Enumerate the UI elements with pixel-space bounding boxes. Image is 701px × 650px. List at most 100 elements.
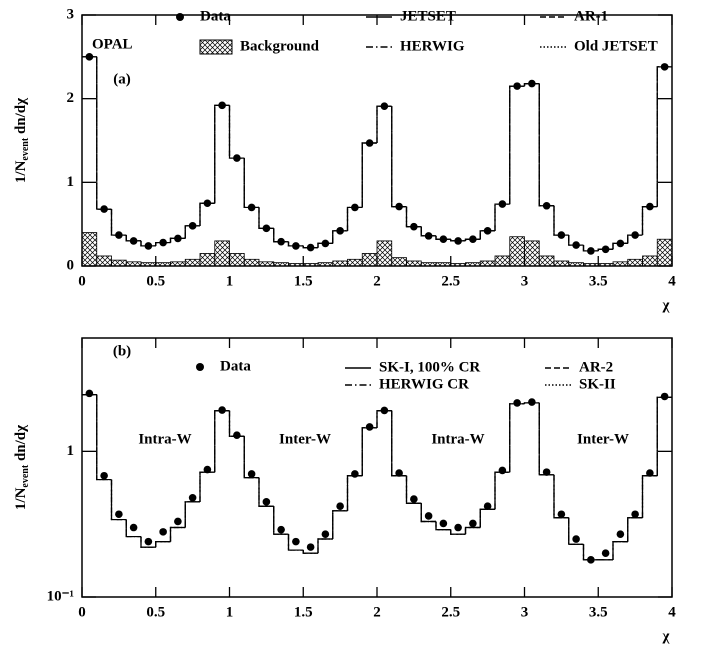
data-point — [601, 245, 610, 254]
mc-histogram-step — [361, 427, 377, 476]
background-bar — [494, 255, 511, 266]
legend-label: Background — [240, 38, 320, 54]
mc-histogram-step — [509, 403, 525, 473]
mc-histogram-step — [509, 85, 525, 205]
mc-histogram-step — [361, 142, 377, 208]
data-point — [262, 224, 271, 233]
plot-area — [82, 56, 672, 266]
data-point — [144, 242, 153, 250]
mc-histogram-step — [96, 394, 112, 481]
data-point — [321, 530, 330, 538]
mc-histogram-step — [582, 544, 599, 561]
background-bar — [199, 253, 216, 266]
mc-histogram-step — [169, 526, 186, 542]
data-point — [439, 519, 448, 528]
y-axis-label: 1/Nevent dn/dχ — [13, 424, 31, 510]
mc-histogram-step — [155, 541, 171, 548]
data-point — [100, 471, 108, 480]
data-point — [498, 466, 507, 475]
mc-histogram-step — [494, 471, 510, 510]
x-tick-label: 3 — [521, 273, 529, 289]
background-bar — [553, 260, 570, 266]
mc-histogram-step — [214, 410, 230, 473]
mc-histogram-step — [494, 471, 510, 510]
data-point — [247, 203, 256, 212]
mc-histogram-step — [96, 56, 112, 210]
x-tick-label: 0.5 — [146, 604, 165, 620]
mc-histogram-step — [317, 538, 333, 554]
mc-histogram-step — [346, 475, 363, 511]
mc-histogram-step — [391, 106, 407, 208]
data-point — [601, 549, 610, 557]
y-label-part: dn/dχ — [13, 424, 29, 465]
data-point — [424, 232, 433, 240]
mc-histogram-step — [641, 205, 658, 236]
legend-marker — [176, 13, 184, 21]
mc-histogram-step — [479, 508, 495, 528]
background-bar — [111, 259, 127, 266]
data-point — [277, 237, 285, 246]
mc-histogram-step — [612, 242, 628, 250]
mc-histogram-step — [184, 501, 200, 528]
data-point — [129, 523, 138, 532]
data-point — [85, 389, 94, 398]
legend-label: JETSET — [400, 8, 456, 24]
mc-histogram-step — [214, 410, 230, 473]
data-point — [380, 102, 389, 110]
x-tick-label: 4 — [668, 273, 676, 289]
mc-histogram-step — [464, 526, 481, 535]
data-point — [218, 406, 226, 414]
plot-area — [82, 394, 672, 561]
mc-histogram-step — [479, 508, 495, 528]
data-point — [469, 235, 477, 244]
background-bar — [347, 258, 363, 266]
mc-histogram-step — [96, 394, 112, 481]
data-point — [395, 202, 403, 211]
mc-histogram-step — [258, 477, 274, 507]
x-tick-label: 2 — [373, 604, 381, 620]
x-tick-label: 1.5 — [294, 604, 313, 620]
background-bar — [509, 236, 525, 266]
mc-histogram-step — [641, 475, 658, 518]
mc-histogram-step — [346, 206, 363, 231]
panel-label: (a) — [113, 71, 131, 87]
mc-histogram-step — [169, 526, 186, 542]
y-tick-label: 0 — [67, 257, 75, 273]
data-point — [129, 237, 138, 245]
background-bar — [406, 260, 422, 266]
data-point — [542, 468, 551, 476]
mc-histogram-step — [509, 403, 525, 473]
x-axis-label: χ — [662, 628, 671, 644]
data-point — [144, 537, 153, 546]
mc-histogram-step — [553, 205, 569, 236]
mc-histogram-step — [494, 203, 510, 231]
mc-histogram-step — [214, 410, 230, 473]
mc-histogram-step — [361, 142, 377, 208]
data-point — [159, 238, 167, 247]
data-point — [572, 241, 580, 249]
data-point — [174, 234, 182, 243]
data-point — [188, 222, 197, 230]
mc-histogram-step — [641, 205, 658, 236]
mc-histogram-step — [627, 517, 643, 542]
data-point — [660, 392, 669, 401]
mc-histogram-step — [228, 105, 245, 159]
mc-histogram-step — [125, 235, 141, 242]
mc-histogram-step — [405, 475, 422, 504]
mc-histogram-step — [538, 402, 554, 476]
background-bar — [479, 260, 496, 266]
mc-histogram-step — [494, 203, 510, 231]
mc-histogram-step — [361, 142, 377, 208]
mc-histogram-step — [391, 410, 407, 477]
mc-histogram-step — [656, 396, 672, 476]
mc-histogram-step — [376, 105, 392, 144]
x-tick-label: 0.5 — [146, 273, 165, 289]
legend-label: SK-II — [579, 376, 616, 392]
mc-histogram-step — [169, 526, 186, 542]
x-tick-label: 3 — [521, 604, 529, 620]
data-point — [365, 139, 374, 147]
data-point — [203, 199, 212, 208]
mc-histogram-step — [361, 427, 377, 476]
legend-label: Old JETSET — [574, 38, 658, 54]
background-bar — [184, 258, 201, 266]
